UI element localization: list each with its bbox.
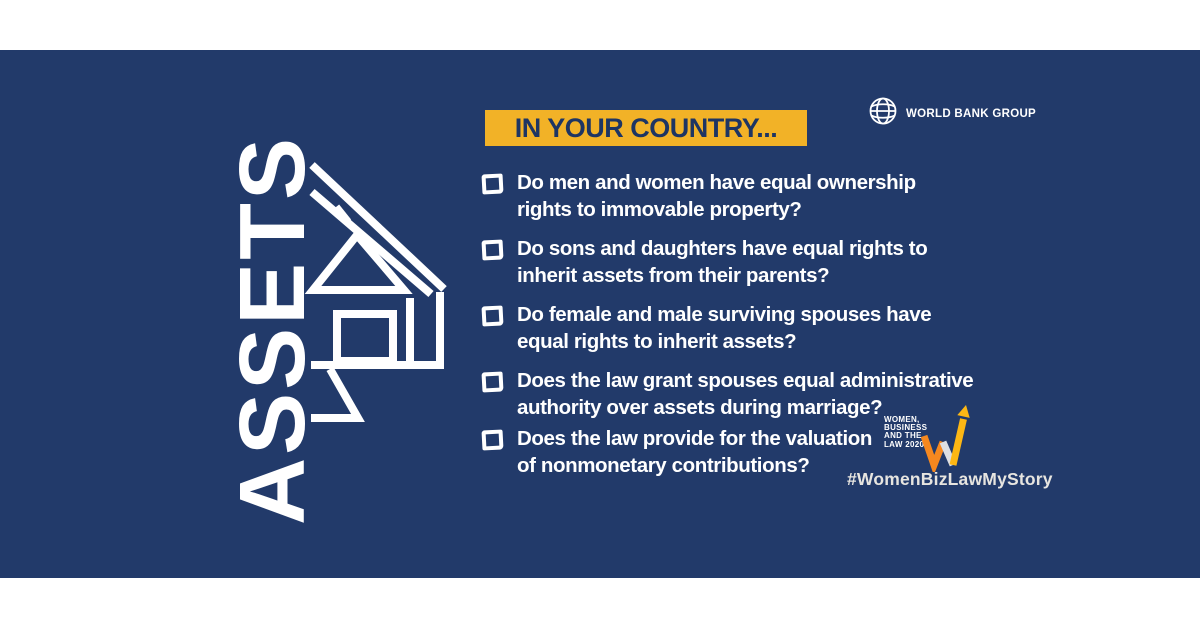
checkbox-icon <box>481 371 504 393</box>
wbl-logo-line: BUSINESS <box>884 423 928 433</box>
wbl-logo-text: WOMEN, BUSINESS AND THE LAW 2020 <box>884 415 928 449</box>
wbl-2020-logo: WOMEN, BUSINESS AND THE LAW 2020 <box>884 405 973 477</box>
checkbox-icon <box>481 429 504 451</box>
list-item: Do men and women have equal ownership ri… <box>481 169 982 223</box>
w-arrow-logo <box>921 402 973 477</box>
campaign-hashtag: #WomenBizLawMyStory <box>847 469 1053 489</box>
world-bank-logo: WORLD BANK GROUP <box>868 96 1036 131</box>
wbl-logo-line: WOMEN, <box>884 415 920 424</box>
house-icon <box>303 158 451 431</box>
banner-label: IN YOUR COUNTRY... <box>514 112 778 143</box>
checkbox-icon <box>481 239 504 261</box>
question-line: inherit assets from their parents? <box>517 264 830 287</box>
banner: IN YOUR COUNTRY... <box>485 110 807 146</box>
question-list: Do men and women have equal ownership ri… <box>481 169 982 491</box>
question-line: Does the law grant spouses equal adminis… <box>517 369 974 392</box>
list-item: Does the law grant spouses equal adminis… <box>481 367 982 421</box>
question-line: rights to immovable property? <box>517 198 802 221</box>
list-item: Do female and male surviving spouses hav… <box>481 301 982 355</box>
wbl-logo-line: AND THE <box>884 431 922 441</box>
list-item: Does the law provide for the valuation o… <box>481 425 982 479</box>
question-line: equal rights to inherit assets? <box>517 330 797 353</box>
question-line: of nonmonetary contributions? <box>517 454 810 477</box>
list-item: Do sons and daughters have equal rights … <box>481 235 982 289</box>
checkbox-icon <box>481 305 504 327</box>
world-bank-label: WORLD BANK GROUP <box>906 107 1037 120</box>
question-line: authority over assets during marriage? <box>517 396 883 419</box>
question-line: Do men and women have equal ownership <box>517 171 916 194</box>
question-line: Does the law provide for the valuation <box>517 427 873 450</box>
globe-icon <box>868 96 898 131</box>
question-line: Do female and male surviving spouses hav… <box>517 303 932 326</box>
wbl-logo-line: LAW 2020 <box>884 439 925 449</box>
checkbox-icon <box>481 173 504 195</box>
question-line: Do sons and daughters have equal rights … <box>517 237 928 260</box>
